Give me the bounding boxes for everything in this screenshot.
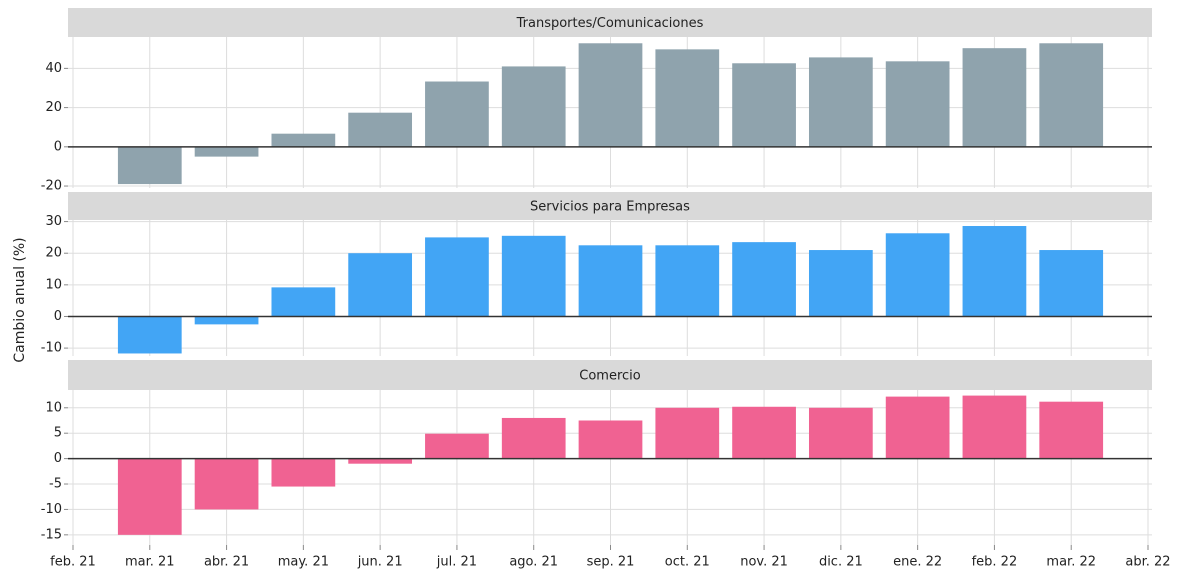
x-tick-label: feb. 21 bbox=[50, 555, 96, 570]
y-tick-label: 20 bbox=[45, 246, 62, 261]
y-tick-label: 20 bbox=[45, 100, 62, 115]
bar bbox=[732, 406, 796, 459]
y-tick-label: -5 bbox=[49, 477, 62, 492]
strip bbox=[68, 8, 1152, 37]
bar bbox=[655, 49, 720, 147]
bar bbox=[117, 316, 182, 354]
bar bbox=[348, 253, 413, 317]
bar bbox=[194, 458, 259, 510]
y-tick-label: -10 bbox=[41, 502, 62, 517]
bar bbox=[1039, 43, 1104, 147]
bar bbox=[885, 233, 950, 317]
bar bbox=[962, 48, 1027, 147]
bar bbox=[962, 395, 1027, 459]
x-tick-label: jul. 21 bbox=[436, 555, 477, 570]
strip bbox=[68, 192, 1152, 220]
bar bbox=[808, 407, 873, 459]
bar bbox=[655, 407, 720, 459]
bar bbox=[578, 245, 643, 317]
x-tick-label: sep. 21 bbox=[587, 555, 635, 570]
bar bbox=[808, 57, 873, 147]
bar bbox=[194, 146, 259, 157]
panel-title: Comercio bbox=[579, 369, 641, 384]
bar bbox=[425, 433, 489, 459]
bar bbox=[885, 396, 950, 459]
x-tick-label: may. 21 bbox=[278, 555, 329, 570]
bar bbox=[348, 458, 413, 464]
bar bbox=[117, 146, 182, 185]
y-tick-label: 5 bbox=[54, 426, 62, 441]
y-tick-label: -10 bbox=[41, 341, 62, 356]
bar bbox=[271, 458, 336, 487]
panel-title: Servicios para Empresas bbox=[530, 200, 690, 215]
bar bbox=[655, 245, 720, 317]
panel-title: Transportes/Comunicaciones bbox=[516, 16, 704, 31]
bar bbox=[425, 81, 489, 147]
bar bbox=[271, 287, 336, 317]
bar bbox=[578, 43, 643, 147]
bar bbox=[732, 63, 796, 147]
bar bbox=[578, 420, 643, 459]
bar bbox=[1039, 401, 1104, 459]
x-tick-label: dic. 21 bbox=[819, 555, 863, 570]
x-tick-label: mar. 22 bbox=[1046, 555, 1096, 570]
bar bbox=[194, 316, 259, 325]
x-tick-label: abr. 21 bbox=[204, 555, 249, 570]
y-tick-label: 10 bbox=[45, 400, 62, 415]
bar bbox=[271, 133, 336, 147]
y-tick-label: -20 bbox=[41, 179, 62, 194]
x-tick-label: feb. 22 bbox=[972, 555, 1018, 570]
x-tick-label: oct. 21 bbox=[665, 555, 710, 570]
bar bbox=[117, 458, 182, 535]
y-axis-label: Cambio anual (%) bbox=[12, 237, 28, 362]
x-tick-label: ago. 21 bbox=[509, 555, 558, 570]
bar bbox=[348, 112, 413, 147]
x-tick-label: jun. 21 bbox=[357, 555, 403, 570]
strip bbox=[68, 360, 1152, 390]
bar bbox=[808, 250, 873, 317]
y-tick-label: 0 bbox=[54, 139, 62, 154]
y-tick-label: 30 bbox=[45, 214, 62, 229]
bar bbox=[501, 235, 566, 317]
bar bbox=[732, 242, 796, 317]
bar bbox=[962, 226, 1027, 317]
y-tick-label: 40 bbox=[45, 61, 62, 76]
bar bbox=[885, 61, 950, 147]
x-tick-label: nov. 21 bbox=[740, 555, 788, 570]
bar bbox=[501, 417, 566, 459]
bar bbox=[501, 66, 566, 147]
x-tick-label: abr. 22 bbox=[1125, 555, 1170, 570]
x-tick-label: ene. 22 bbox=[893, 555, 942, 570]
y-tick-label: -15 bbox=[41, 527, 62, 542]
y-tick-label: 0 bbox=[54, 309, 62, 324]
bar bbox=[1039, 250, 1104, 317]
y-tick-label: 10 bbox=[45, 277, 62, 292]
y-tick-label: 0 bbox=[54, 451, 62, 466]
x-tick-label: mar. 21 bbox=[125, 555, 175, 570]
bar bbox=[425, 237, 489, 317]
